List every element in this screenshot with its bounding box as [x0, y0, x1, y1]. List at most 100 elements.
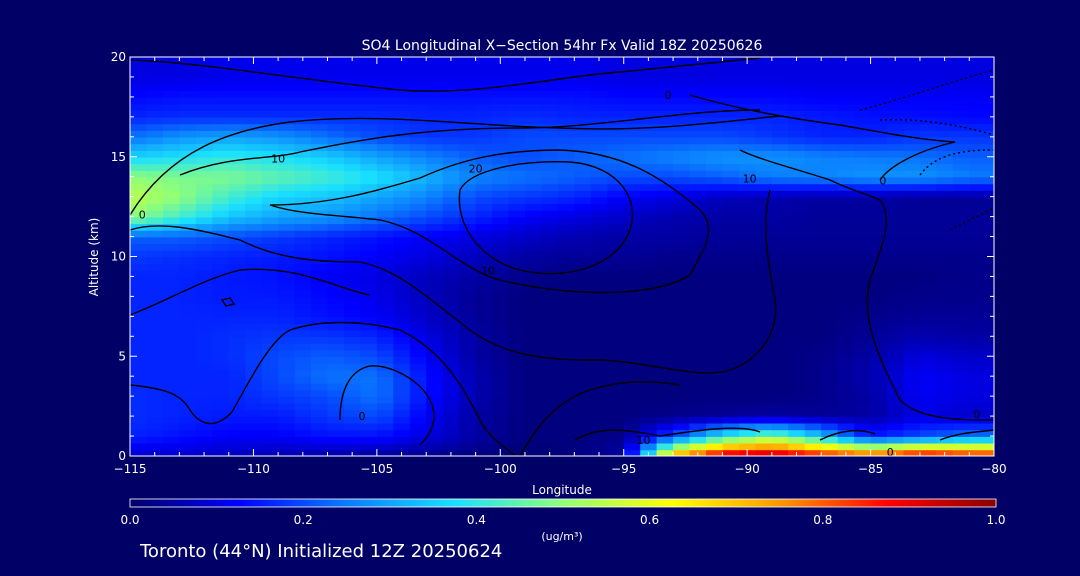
heat-cell	[228, 263, 246, 271]
heat-cell	[821, 329, 839, 338]
heat-cell	[985, 96, 994, 105]
heat-cell	[245, 382, 263, 391]
heat-cell	[492, 402, 510, 411]
heat-cell	[771, 243, 790, 251]
heat-cell	[557, 296, 576, 304]
heat-cell	[738, 356, 757, 364]
heat-cell	[343, 422, 362, 431]
heat-cell	[393, 309, 411, 318]
heat-cell	[426, 249, 444, 258]
heat-cell	[837, 236, 855, 244]
heat-cell	[541, 90, 559, 98]
heat-cell	[854, 196, 872, 205]
heat-cell	[360, 276, 378, 284]
heat-cell	[706, 422, 724, 431]
heat-cell	[179, 229, 197, 238]
heat-cell	[771, 449, 790, 456]
heat-cell	[574, 216, 592, 225]
heat-cell	[162, 429, 181, 437]
heat-cell	[212, 289, 230, 298]
heat-cell	[722, 376, 740, 384]
heat-cell	[952, 203, 971, 211]
heat-cell	[245, 362, 263, 371]
heat-cell	[393, 442, 411, 451]
heat-cell	[788, 223, 806, 231]
heat-cell	[525, 356, 543, 364]
heat-cell	[640, 289, 658, 298]
heat-cell	[130, 283, 148, 291]
heat-cell	[212, 130, 230, 138]
heat-cell	[245, 90, 263, 98]
heat-cell	[985, 83, 994, 91]
heat-cell	[870, 57, 888, 65]
heat-cell	[557, 229, 576, 238]
heat-cell	[919, 343, 938, 351]
heat-cell	[887, 356, 905, 364]
heat-cell	[804, 329, 822, 338]
heat-cell	[722, 190, 740, 198]
heat-cell	[442, 416, 460, 424]
heat-cell	[903, 269, 921, 278]
heat-cell	[360, 429, 378, 437]
heat-cell	[903, 170, 921, 178]
heat-cell	[212, 163, 230, 171]
heat-cell	[771, 402, 790, 411]
heat-cell	[590, 196, 609, 205]
heat-cell	[936, 309, 954, 318]
heat-cell	[722, 209, 740, 218]
heat-cell	[887, 329, 905, 338]
heat-cell	[656, 369, 674, 377]
heat-cell	[870, 409, 888, 417]
heat-cell	[985, 70, 994, 78]
heat-cell	[261, 77, 279, 85]
heat-cell	[870, 77, 888, 85]
heat-cell	[738, 116, 757, 125]
heat-cell	[360, 96, 378, 105]
heat-cell	[623, 249, 641, 258]
heat-cell	[245, 136, 263, 145]
heat-cell	[130, 256, 148, 264]
heat-cell	[656, 190, 674, 198]
heat-cell	[130, 236, 148, 244]
heat-cell	[278, 96, 296, 105]
heat-cell	[640, 329, 658, 338]
heat-cell	[936, 416, 954, 424]
heat-cell	[195, 269, 214, 278]
heat-cell	[821, 396, 839, 404]
heat-cell	[738, 63, 757, 72]
heat-cell	[525, 196, 543, 205]
heat-cell	[393, 269, 411, 278]
heat-cell	[919, 422, 938, 431]
heat-cell	[870, 103, 888, 111]
heat-cell	[870, 203, 888, 211]
heat-cell	[755, 329, 773, 338]
heat-cell	[343, 442, 362, 451]
heat-cell	[804, 57, 822, 65]
heat-cell	[919, 130, 938, 138]
heat-cell	[903, 402, 921, 411]
heat-cell	[327, 296, 345, 304]
heat-cell	[492, 116, 510, 125]
heat-cell	[261, 316, 279, 324]
heat-cell	[919, 269, 938, 278]
heat-cell	[952, 362, 971, 371]
heat-cell	[393, 329, 411, 338]
heat-cell	[557, 90, 576, 98]
heat-cell	[623, 229, 641, 238]
heat-cell	[360, 389, 378, 397]
heat-cell	[919, 356, 938, 364]
heat-cell	[821, 63, 839, 72]
heat-cell	[195, 216, 214, 225]
heat-cell	[821, 110, 839, 118]
heat-cell	[327, 116, 345, 125]
heat-cell	[673, 183, 691, 191]
heat-cell	[837, 283, 855, 291]
heat-cell	[656, 382, 674, 391]
heat-cell	[475, 343, 493, 351]
heat-cell	[903, 396, 921, 404]
heat-cell	[492, 110, 510, 118]
heat-cell	[854, 296, 872, 304]
heat-cell	[130, 296, 148, 304]
heat-cell	[722, 183, 740, 191]
heat-cell	[459, 316, 477, 324]
